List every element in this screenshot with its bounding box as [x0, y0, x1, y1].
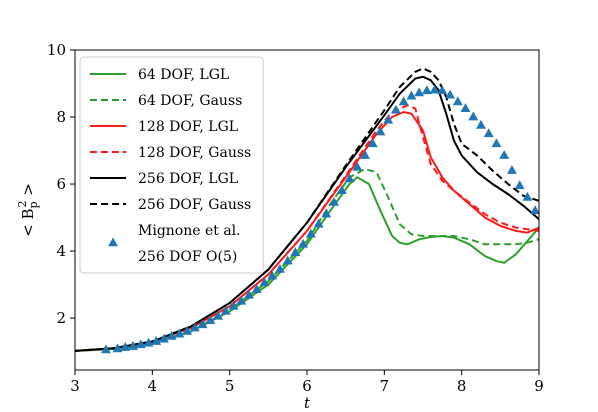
- data-point-6-55: [530, 205, 541, 215]
- legend-label: Mignone et al.: [138, 223, 241, 239]
- y-tick-label: 2: [56, 309, 66, 327]
- y-tick-label: 10: [47, 41, 66, 59]
- legend-box: [79, 56, 264, 274]
- legend-label: 64 DOF, LGL: [138, 67, 229, 83]
- x-tick-label: 7: [380, 377, 390, 395]
- data-point-6-40: [414, 87, 425, 97]
- legend-label: 64 DOF, Gauss: [138, 93, 242, 109]
- data-point-6-54: [522, 191, 533, 201]
- series-line-4: [75, 75, 539, 352]
- data-point-6-4: [135, 339, 146, 349]
- legend-label: 128 DOF, Gauss: [138, 145, 251, 161]
- data-point-6-41: [421, 85, 432, 95]
- data-point-6-28: [321, 208, 332, 218]
- data-point-6-50: [491, 138, 502, 148]
- data-point-6-8: [166, 330, 177, 340]
- axis-layer: 3 4 5 6 7 8 9 2 4 6 8 10 t < Bp2 >: [16, 41, 544, 412]
- data-point-6-30: [336, 185, 347, 195]
- series-line-3: [75, 104, 539, 352]
- data-point-6-32: [352, 161, 363, 171]
- data-point-6-10: [182, 325, 193, 335]
- data-point-6-51: [499, 150, 510, 159]
- data-point-6-31: [344, 173, 355, 183]
- data-point-6-13: [205, 315, 216, 325]
- data-point-6-38: [398, 96, 409, 106]
- data-point-6-25: [298, 238, 309, 248]
- x-tick-label: 4: [148, 377, 158, 395]
- data-point-6-42: [429, 84, 440, 94]
- data-point-6-47: [468, 111, 479, 121]
- data-point-6-49: [483, 128, 494, 138]
- data-point-6-11: [189, 322, 200, 332]
- data-point-6-37: [390, 104, 401, 114]
- data-point-6-6: [151, 336, 162, 345]
- x-tick-label: 9: [534, 377, 544, 395]
- data-point-6-2: [120, 342, 131, 351]
- data-point-6-7: [158, 333, 169, 343]
- data-point-6-45: [452, 96, 463, 106]
- legend-label: 128 DOF, LGL: [138, 119, 238, 135]
- data-point-6-22: [274, 263, 285, 273]
- legend-marker: [108, 237, 118, 247]
- series-line-5: [75, 67, 539, 352]
- data-point-6-24: [290, 247, 301, 257]
- x-tick-label: 3: [70, 377, 80, 395]
- data-point-6-21: [267, 270, 278, 280]
- data-point-6-15: [220, 305, 231, 315]
- data-point-6-0: [100, 344, 111, 354]
- data-point-6-33: [360, 150, 370, 159]
- data-point-6-9: [174, 328, 185, 338]
- y-tick-label: 8: [56, 108, 66, 126]
- data-point-6-23: [282, 255, 293, 265]
- legend: 64 DOF, LGL 64 DOF, Gauss 128 DOF, LGL 128 …: [79, 56, 264, 274]
- data-point-6-46: [460, 103, 471, 112]
- data-point-6-48: [476, 119, 486, 129]
- data-point-6-35: [375, 126, 386, 136]
- series-layer: [75, 67, 541, 354]
- x-tick-label: 8: [457, 377, 467, 395]
- data-point-6-26: [305, 228, 316, 238]
- data-point-6-43: [437, 85, 448, 95]
- data-point-6-12: [197, 319, 208, 329]
- legend-label: 256 DOF O(5): [138, 249, 237, 265]
- data-point-6-19: [251, 284, 262, 293]
- x-tick-label: 5: [225, 377, 235, 395]
- data-point-6-14: [213, 310, 224, 320]
- data-point-6-27: [313, 218, 324, 228]
- data-point-6-5: [143, 337, 154, 347]
- data-point-6-34: [367, 138, 378, 148]
- data-point-6-29: [329, 196, 340, 206]
- data-point-6-44: [445, 89, 456, 99]
- x-axis-label: t: [304, 394, 311, 412]
- data-point-6-53: [514, 180, 525, 190]
- data-point-6-20: [259, 277, 270, 287]
- data-point-6-16: [228, 300, 239, 310]
- y-tick-label: 6: [56, 175, 66, 193]
- data-point-6-39: [406, 90, 417, 100]
- data-point-6-3: [128, 341, 138, 350]
- data-point-6-17: [236, 295, 247, 305]
- legend-label: 256 DOF, Gauss: [138, 197, 251, 213]
- data-point-6-52: [506, 165, 517, 174]
- legend-label: 256 DOF, LGL: [138, 171, 238, 187]
- data-point-6-1: [112, 343, 123, 353]
- x-tick-label: 6: [302, 377, 312, 395]
- data-point-6-18: [244, 289, 254, 299]
- y-tick-label: 4: [56, 242, 66, 260]
- data-point-6-36: [383, 114, 394, 124]
- y-axis-label: < Bp2 >: [16, 183, 40, 237]
